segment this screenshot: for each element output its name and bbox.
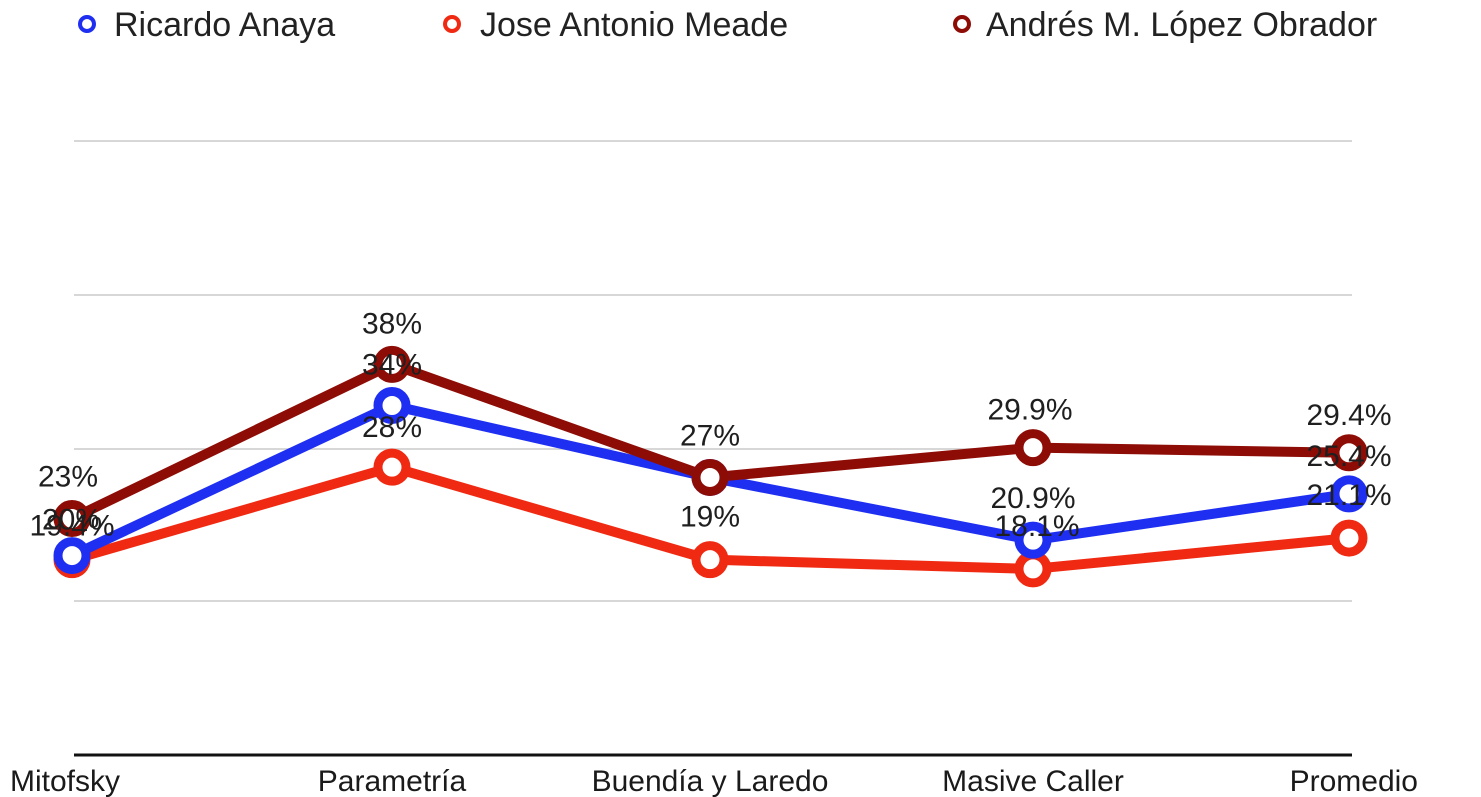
data-label-jose-antonio-meade-parametria: 28% [362,411,422,444]
data-label-ricardo-anaya-promedio: 25.4% [1306,440,1391,473]
legend-label-andres-m-lopez-obrador: Andrés M. López Obrador [986,6,1377,44]
point-ricardo-anaya-mitofsky [53,537,91,575]
data-label-jose-antonio-meade-promedio: 21.1% [1306,479,1391,512]
point-jose-antonio-meade-parametria [373,448,411,486]
legend-label-ricardo-anaya: Ricardo Anaya [114,6,335,44]
series-markers [53,345,1368,588]
data-label-jose-antonio-meade-buendia-y-laredo: 19% [680,501,740,534]
x-tick-label-masive-caller: Masive Caller [942,765,1124,797]
point-ricardo-anaya-parametria [373,386,411,424]
legend: Ricardo Anaya Jose Antonio Meade Andrés … [78,6,1377,44]
data-label-ricardo-anaya-parametria: 34% [362,348,422,381]
point-andres-m-lopez-obrador-promedio [1330,434,1368,472]
data-labels: 19.4% 34% 27% 20.9% 25.4% 20% 28% 19% 18.1% 21.1%… [29,307,1391,543]
data-label-andres-m-lopez-obrador-masive-caller: 29.9% [987,394,1072,427]
data-label-ricardo-anaya-masive-caller: 20.9% [990,482,1075,515]
point-andres-m-lopez-obrador-masive-caller [1014,429,1052,467]
x-tick-labels: Mitofsky Parametría Buendía y Laredo Masive… [10,765,1418,797]
point-ricardo-anaya-promedio [1330,475,1368,513]
x-tick-label-buendia-y-laredo: Buendía y Laredo [592,765,829,797]
legend-item-ricardo-anaya: Ricardo Anaya [78,6,335,44]
legend-marker-andres-m-lopez-obrador [953,15,971,33]
data-label-ricardo-anaya-buendia-y-laredo: 27% [680,419,740,452]
point-andres-m-lopez-obrador-mitofsky [53,500,91,538]
legend-marker-jose-antonio-meade [443,15,461,33]
data-label-jose-antonio-meade-masive-caller: 18.1% [994,510,1079,543]
x-tick-label-promedio: Promedio [1290,765,1418,797]
data-label-ricardo-anaya-mitofsky: 19.4% [29,510,114,543]
legend-marker-ricardo-anaya [78,15,96,33]
x-tick-label-parametria: Parametría [318,765,467,797]
x-tick-label-mitofsky: Mitofsky [10,765,120,797]
point-jose-antonio-meade-masive-caller [1014,550,1052,588]
legend-item-andres-m-lopez-obrador: Andrés M. López Obrador [953,6,1377,44]
point-jose-antonio-meade-buendia-y-laredo [691,541,729,579]
data-label-andres-m-lopez-obrador-parametria: 38% [362,307,422,340]
point-ricardo-anaya-masive-caller [1014,521,1052,559]
point-andres-m-lopez-obrador-buendia-y-laredo [691,458,729,496]
legend-item-jose-antonio-meade: Jose Antonio Meade [443,6,788,44]
legend-label-jose-antonio-meade: Jose Antonio Meade [480,6,788,44]
data-label-andres-m-lopez-obrador-promedio: 29.4% [1306,399,1391,432]
point-andres-m-lopez-obrador-parametria [373,345,411,383]
data-label-jose-antonio-meade-mitofsky: 20% [42,504,102,537]
point-jose-antonio-meade-promedio [1330,519,1368,557]
data-label-andres-m-lopez-obrador-mitofsky: 23% [38,461,98,494]
